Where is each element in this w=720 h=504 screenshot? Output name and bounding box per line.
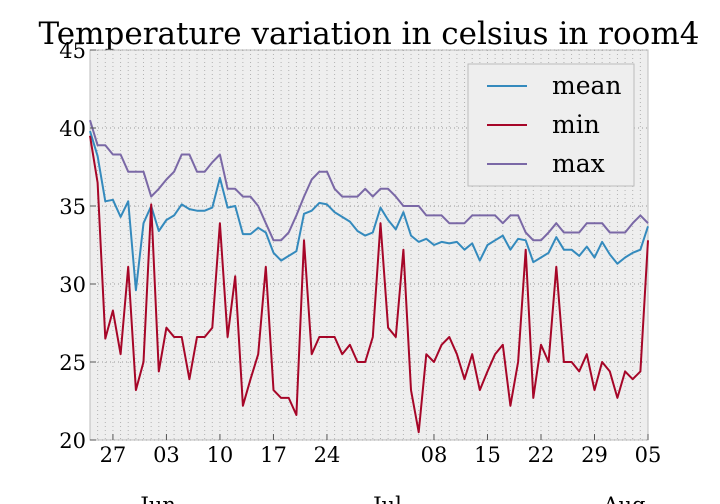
series-line-max [89, 119, 649, 242]
series-lines [89, 119, 649, 434]
x-tick-label: 05 [635, 443, 662, 467]
x-tick-label: 03 [153, 443, 180, 467]
x-axis-ticks: 27 03 10 17 24 08 15 22 29 05 [100, 434, 662, 467]
x-tick-label: 10 [207, 443, 234, 467]
y-tick-label: 20 [59, 429, 86, 453]
y-axis-ticks: 20 25 30 35 40 45 [59, 39, 96, 453]
x-tick-label: 08 [421, 443, 448, 467]
y-tick-label: 45 [59, 39, 86, 63]
y-tick-label: 35 [59, 195, 86, 219]
x-tick-label: 29 [581, 443, 608, 467]
x-tick-label: 22 [528, 443, 555, 467]
x-tick-label: 24 [314, 443, 341, 467]
legend: mean min max [467, 63, 635, 187]
month-label: Jun [138, 493, 175, 504]
series-line-min [89, 135, 649, 434]
y-tick-label: 25 [59, 351, 86, 375]
x-tick-label: 17 [260, 443, 287, 467]
month-label: Jul [371, 493, 402, 504]
legend-label-min: min [552, 110, 600, 139]
y-tick-label: 40 [59, 117, 86, 141]
y-tick-label: 30 [59, 273, 86, 297]
x-tick-label: 15 [474, 443, 501, 467]
x-tick-label: 27 [100, 443, 127, 467]
legend-label-mean: mean [552, 71, 622, 100]
legend-label-max: max [552, 149, 605, 178]
month-label: Aug [602, 493, 645, 504]
series-line-mean [89, 130, 649, 292]
month-labels: Jun Jul Aug [138, 493, 645, 504]
chart-title: Temperature variation in celsius in room… [39, 16, 700, 52]
